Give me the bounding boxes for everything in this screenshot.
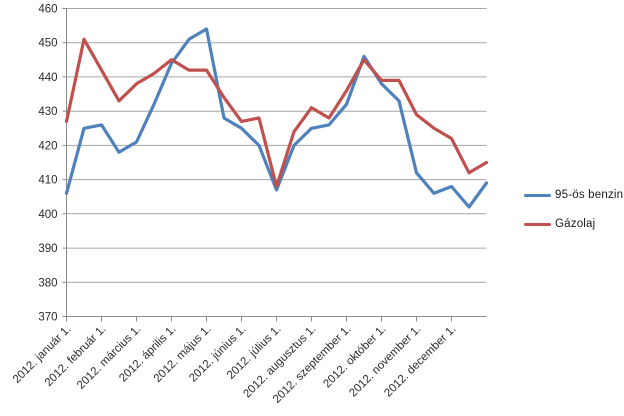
legend-item-benzin: 95-ös benzin [524,186,623,204]
gazolaj-legend-label: Gázolaj [555,218,596,230]
svg-text:410: 410 [38,175,57,187]
svg-text:430: 430 [38,106,57,118]
svg-text:2012. február 1.: 2012. február 1. [43,323,109,389]
svg-text:380: 380 [38,277,57,289]
svg-text:460: 460 [38,4,57,16]
svg-text:2012. március 1.: 2012. március 1. [75,323,144,392]
svg-text:440: 440 [38,72,57,84]
legend: 95-ös benzin Gázolaj [524,186,623,233]
svg-text:2012. október 1.: 2012. október 1. [321,323,388,390]
svg-text:400: 400 [38,209,57,221]
svg-text:2012. január 1.: 2012. január 1. [11,323,74,386]
gazolaj-line-swatch [524,222,551,226]
benzin-line-swatch [524,193,551,197]
svg-text:390: 390 [38,243,57,255]
svg-text:370: 370 [38,312,57,324]
legend-item-gazolaj: Gázolaj [524,215,623,233]
svg-text:420: 420 [38,140,57,152]
svg-text:450: 450 [38,38,57,50]
benzin-legend-label: 95-ös benzin [555,189,624,201]
